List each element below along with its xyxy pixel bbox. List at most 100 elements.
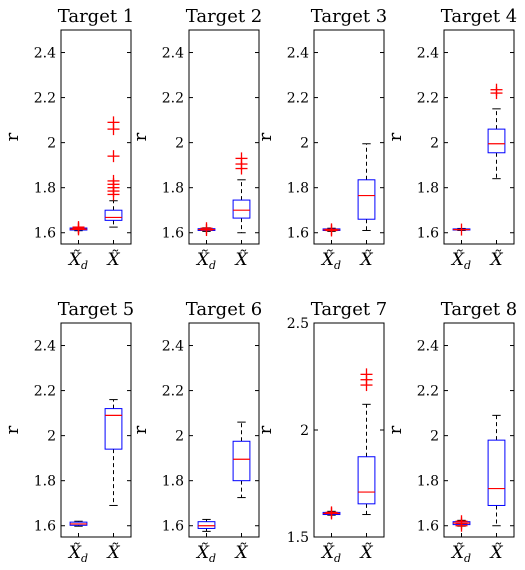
y-tick-label: 2.2 (34, 384, 56, 400)
y-tick-label: 2 (175, 429, 184, 445)
x-tick-label: X̃ (488, 543, 503, 563)
outlier-marker (490, 83, 503, 96)
axes-frame (313, 322, 385, 538)
plot-title: Target 8 (441, 299, 518, 320)
subplot-1: Target 1 r 1.6 1.8 2 2.2 2.4 X̃d X̃ (2, 6, 134, 272)
outlier-marker (235, 152, 248, 165)
y-tick-label: 1.8 (417, 474, 439, 490)
x-tick-label: X̃ (233, 543, 248, 563)
box-1 (452, 515, 471, 532)
box-iqr (487, 439, 506, 506)
y-tick-label: 1.6 (162, 226, 184, 242)
box-2 (487, 83, 506, 180)
subplot-6: Target 6 r 1.6 1.8 2 2.2 2.4 X̃d X̃ (130, 299, 262, 565)
x-tick-label: X̃d (320, 543, 341, 565)
x-tick-label: X̃d (195, 543, 216, 565)
y-tick-label: 2 (47, 429, 56, 445)
box-iqr (357, 179, 376, 220)
y-tick-label: 1.6 (34, 226, 56, 242)
y-tick-label: 1.8 (417, 181, 439, 197)
x-tick-label: X̃d (67, 543, 88, 565)
x-tick-label: X̃d (195, 250, 216, 272)
outlier-marker (200, 222, 213, 235)
y-tick-label: 1.8 (34, 474, 56, 490)
outlier-marker (455, 519, 468, 532)
y-tick-label: 1.6 (162, 519, 184, 535)
y-tick-label: 2.2 (162, 91, 184, 107)
y-axis-label: r (385, 425, 406, 434)
box-1 (197, 518, 216, 532)
outlier-marker (107, 150, 120, 163)
plot-title: Target 1 (58, 6, 135, 27)
x-tick-label: X̃ (233, 250, 248, 270)
y-axis-label: r (130, 132, 151, 141)
plot-title: Target 2 (186, 6, 263, 27)
box-1 (69, 520, 88, 527)
box-iqr (357, 456, 376, 505)
axes-frame (60, 322, 132, 538)
box-1 (69, 221, 88, 236)
y-tick-label: 1.6 (417, 226, 439, 242)
y-tick-label: 2 (430, 136, 439, 152)
outlier-marker (107, 116, 120, 129)
y-axis-label: r (385, 132, 406, 141)
box-1 (452, 223, 471, 236)
box-iqr (232, 199, 251, 219)
plot-title: Target 6 (186, 299, 263, 320)
y-tick-label: 2.4 (417, 46, 439, 62)
box-2 (487, 414, 506, 527)
y-tick-label: 2.4 (162, 339, 184, 355)
x-tick-label: X̃d (320, 250, 341, 272)
box-1 (322, 506, 341, 520)
axes-frame (313, 29, 385, 245)
subplot-7: Target 7 r 1.5 2 2.5 X̃d X̃ (255, 299, 387, 565)
box-2 (232, 421, 251, 499)
x-tick-label: X̃ (105, 543, 120, 563)
y-axis-label: r (2, 132, 23, 141)
y-tick-label: 2.4 (287, 46, 309, 62)
y-axis-label: r (255, 425, 276, 434)
y-tick-label: 2.2 (162, 384, 184, 400)
outlier-marker (455, 223, 468, 236)
box-iqr (487, 128, 506, 154)
x-tick-label: X̃ (105, 250, 120, 270)
y-tick-label: 1.6 (417, 519, 439, 535)
outlier-marker (360, 368, 373, 381)
plot-title: Target 3 (311, 6, 388, 27)
y-tick-label: 2 (47, 136, 56, 152)
axes-frame (443, 29, 515, 245)
y-axis-label: r (255, 132, 276, 141)
y-tick-label: 2 (175, 136, 184, 152)
subplot-8: Target 8 r 1.6 1.8 2 2.2 2.4 X̃d X̃ (385, 299, 517, 565)
box-2 (104, 399, 123, 506)
subplot-3: Target 3 r 1.6 1.8 2 2.2 2.4 X̃d X̃ (255, 6, 387, 272)
y-tick-label: 1.8 (34, 181, 56, 197)
y-axis-label: r (2, 425, 23, 434)
y-tick-label: 2.4 (34, 46, 56, 62)
y-tick-label: 2.2 (287, 91, 309, 107)
y-tick-label: 1.5 (287, 530, 309, 546)
y-tick-label: 2.4 (417, 339, 439, 355)
subplot-4: Target 4 r 1.6 1.8 2 2.2 2.4 X̃d X̃ (385, 6, 517, 272)
box-1 (197, 222, 216, 237)
y-tick-label: 1.6 (287, 226, 309, 242)
y-tick-label: 2 (430, 429, 439, 445)
axes-frame (188, 29, 260, 245)
x-tick-label: X̃d (450, 250, 471, 272)
y-axis-label: r (130, 425, 151, 434)
axes-frame (188, 322, 260, 538)
box-2 (357, 368, 376, 516)
x-tick-label: X̃ (488, 250, 503, 270)
y-tick-label: 2.5 (287, 316, 309, 332)
subplot-5: Target 5 r 1.6 1.8 2 2.2 2.4 X̃d X̃ (2, 299, 134, 565)
x-tick-label: X̃ (358, 543, 373, 563)
y-tick-label: 2.2 (34, 91, 56, 107)
axes-frame (60, 29, 132, 245)
box-iqr (104, 209, 123, 221)
outlier-marker (72, 221, 85, 234)
x-tick-label: X̃d (450, 543, 471, 565)
box-2 (104, 116, 123, 228)
plot-title: Target 5 (58, 299, 135, 320)
y-tick-label: 2.2 (417, 384, 439, 400)
